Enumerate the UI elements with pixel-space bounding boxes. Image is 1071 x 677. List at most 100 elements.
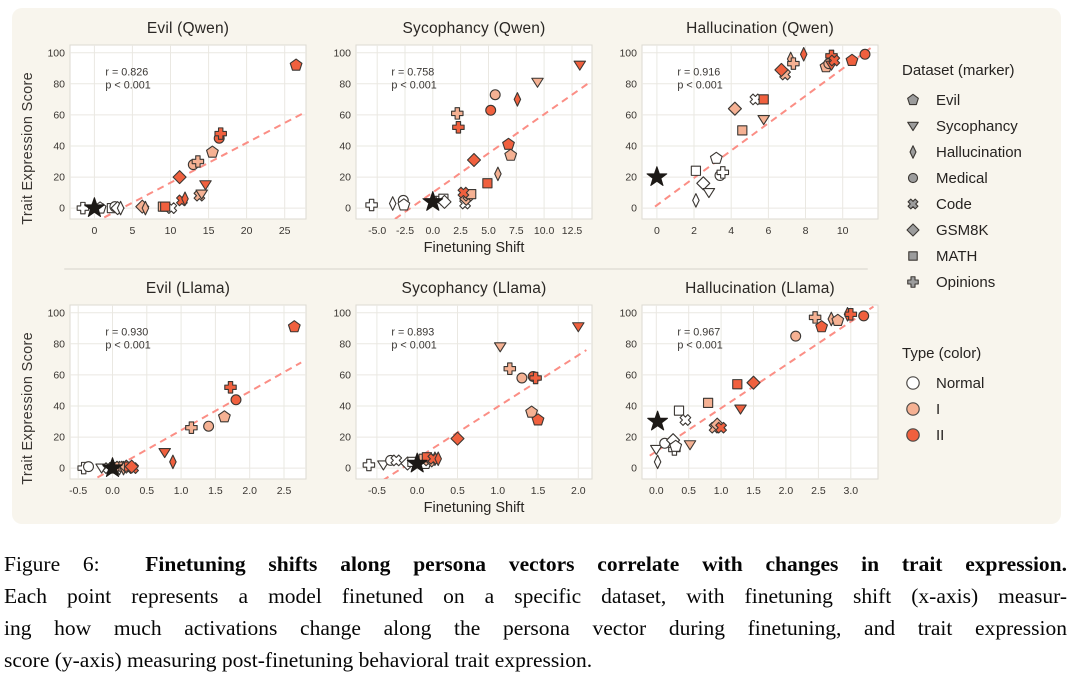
- y-tick-label: 20: [625, 432, 637, 444]
- point-evil-ii: [289, 58, 303, 71]
- x-tick-label: 2: [691, 225, 697, 237]
- caption-line-2: Each point represents a model finetuned …: [4, 584, 1067, 608]
- pvalue-stat: p < 0.001: [391, 339, 436, 351]
- point-gsm8k-i: [727, 101, 742, 116]
- point-evil-normal: [669, 439, 683, 452]
- y-tick-label: 80: [53, 338, 65, 350]
- y-tick-label: 80: [625, 338, 637, 350]
- point-sycophancy-ii: [572, 322, 585, 333]
- point-opinions-normal: [716, 166, 730, 179]
- point-hallucination-ii: [434, 451, 442, 467]
- point-sycophancy-ii: [158, 447, 171, 459]
- x-tick-label: 1.0: [490, 485, 505, 497]
- x-tick-label: -0.5: [368, 485, 386, 497]
- y-tick-label: 0: [631, 203, 637, 215]
- point-sycophancy-ii: [199, 180, 212, 191]
- charts-grid: Trait Expression Score Evil (Qwen) 0 5 10 15…: [20, 18, 892, 520]
- scatter-sycophancy-qwen: -5.0 -2.5 0.0 2.5 5.0 7.5 10.0 12.5 0 20 40 60 80 100…: [333, 44, 593, 256]
- point-math-normal: [673, 405, 685, 416]
- legend-item-evil: Evil: [902, 87, 1061, 113]
- point-evil-i: [206, 145, 219, 158]
- correlation-stat: r = 0.930: [105, 326, 148, 338]
- correlation-stat: r = 0.893: [391, 326, 434, 338]
- point-sycophancy-i: [531, 77, 544, 88]
- medical-marker-icon: [907, 172, 919, 184]
- y-tick-label: 20: [53, 172, 65, 184]
- point-math-ii: [758, 94, 769, 105]
- correlation-stat: r = 0.916: [677, 66, 720, 78]
- panel-title: Evil (Qwen): [146, 20, 230, 37]
- x-tick-label: 2.0: [779, 485, 794, 497]
- point-medical-normal: [83, 461, 94, 473]
- legend-item-opinions: Opinions: [902, 269, 1061, 295]
- x-tick-label: 1.5: [208, 485, 223, 497]
- point-code-normal: [749, 93, 762, 106]
- y-tick-label: 100: [47, 307, 65, 319]
- point-sycophancy-i: [493, 342, 507, 353]
- code-marker-icon: [907, 198, 919, 210]
- plot-area: [69, 304, 307, 480]
- point-gsm8k-ii: [466, 152, 482, 168]
- point-math-ii: [732, 379, 743, 390]
- point-hallucination-i: [141, 200, 150, 216]
- y-tick-label: 80: [53, 78, 65, 90]
- legend-item-label: GSM8K: [936, 221, 989, 239]
- panel-evil-llama: Evil (Llama) -0.5 0.0 0.5 1.0 1.5 2.0 2.5 0 20 40 6…: [36, 278, 312, 520]
- point-hallucination-normal: [116, 200, 125, 216]
- y-tick-label: 60: [53, 369, 65, 381]
- x-tick-label: -2.5: [396, 225, 414, 237]
- y-tick-label: 20: [625, 172, 637, 184]
- plot-area: [641, 304, 879, 480]
- panel-hallucination-qwen: Hallucination (Qwen) 0 2 4 6 8 10 0 20 40 60 80 100 r…: [608, 18, 884, 260]
- point-medical-ii: [485, 104, 497, 116]
- point-evil-i: [218, 410, 231, 423]
- point-code-normal: [390, 454, 403, 467]
- y-tick-label: 40: [625, 401, 637, 413]
- y-tick-label: 80: [625, 78, 637, 90]
- pvalue-stat: p < 0.001: [391, 79, 436, 91]
- point-code-ii: [715, 421, 727, 434]
- trend-line: [394, 83, 589, 219]
- x-tick-label: 2.5: [453, 225, 468, 237]
- x-tick-label: 0.0: [105, 485, 120, 497]
- legend-item-type-i: I: [902, 396, 1061, 422]
- x-axis-label: Finetuning Shift: [424, 500, 525, 515]
- legend-item-type-normal: Normal: [902, 370, 1061, 396]
- x-tick-label: 2.5: [277, 485, 292, 497]
- x-tick-label: 10.0: [534, 225, 555, 237]
- x-tick-label: 7.5: [509, 225, 524, 237]
- point-gsm8k-ii: [172, 170, 187, 185]
- y-tick-label: 100: [333, 307, 351, 319]
- x-tick-label: 0.5: [450, 485, 465, 497]
- point-opinions-ii: [214, 127, 227, 140]
- y-tick-label: 40: [53, 401, 65, 413]
- point-hallucination-ii: [513, 92, 522, 107]
- legend-item-code: Code: [902, 191, 1061, 217]
- point-math-normal: [690, 165, 702, 176]
- x-tick-label: 10: [165, 225, 177, 237]
- base-model-star: [422, 190, 444, 211]
- point-hallucination-ii: [181, 191, 189, 207]
- point-gsm8k-ii: [774, 62, 789, 77]
- point-sycophancy-normal: [702, 187, 716, 199]
- gsm8k-marker-icon: [906, 223, 920, 237]
- point-code-normal: [679, 414, 692, 426]
- scatter-hallucination-llama: 0.0 0.5 1.0 1.5 2.0 2.5 3.0 0 20 40 60 80 100 r = 0.9…: [619, 304, 879, 497]
- point-evil-normal: [709, 151, 723, 164]
- legend-item-label: MATH: [936, 247, 978, 265]
- x-tick-label: 1.5: [746, 485, 761, 497]
- base-model-star: [406, 452, 428, 473]
- y-tick-label: 100: [47, 47, 65, 59]
- type-legend-title: Type (color): [902, 345, 982, 362]
- x-tick-label: 15: [203, 225, 215, 237]
- correlation-stat: r = 0.826: [105, 66, 148, 78]
- trend-line: [103, 112, 304, 219]
- chart-row-qwen: Trait Expression Score Evil (Qwen) 0 5 10 15…: [20, 18, 892, 260]
- point-opinions-i: [191, 155, 205, 168]
- point-opinions-ii: [224, 381, 237, 394]
- y-tick-label: 80: [339, 78, 351, 90]
- y-tick-label: 60: [625, 369, 637, 381]
- panel-title: Hallucination (Llama): [685, 280, 835, 297]
- x-tick-label: 0.0: [410, 485, 425, 497]
